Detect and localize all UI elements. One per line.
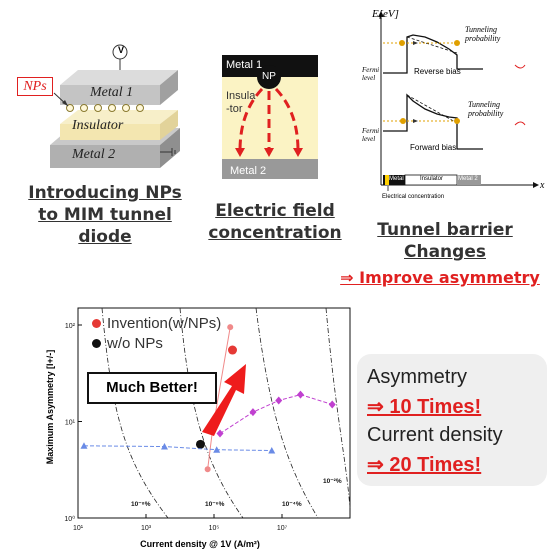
tb-bottom-tunneling: Tunneling probability — [468, 100, 504, 118]
guide-curve — [179, 307, 244, 519]
guide-curve-label: 10⁻⁶% — [205, 501, 225, 508]
mim-diode-illustration — [10, 40, 190, 180]
metal2-label: Metal 2 — [72, 147, 116, 162]
legend-dot — [92, 318, 101, 328]
legend-dot — [92, 338, 101, 348]
chart-legend: Invention(w/NPs) w/o NPs — [92, 313, 221, 353]
y-tick-label: 10⁰ — [64, 515, 75, 523]
diamond-point — [249, 408, 257, 417]
triangle-point — [160, 443, 168, 450]
x-tick-label: 10⁵ — [209, 525, 220, 532]
much-better-callout: Much Better! — [87, 372, 217, 404]
asymmetry-chart: 10⁻⁸% 10⁻⁶% 10⁻⁴% 10⁻²% 10¹ 10³ 10⁵ 10⁷ 10⁰ 10¹ 1… — [40, 300, 355, 555]
tb-top-bias: Reverse bias — [414, 67, 461, 76]
tb-bottom-fermi: Fermi level — [362, 127, 380, 143]
no-nps-point — [195, 439, 205, 449]
meter-label: V — [117, 45, 124, 55]
ef-metal1-label: Metal 1 — [226, 59, 263, 71]
y-tick-label: 10¹ — [65, 419, 76, 426]
panel3-caption: Tunnel barrier Changes — [377, 220, 513, 262]
tb-top-fermi: Fermi level — [362, 66, 380, 82]
nps-best-point — [227, 345, 237, 355]
diamond-point — [296, 390, 304, 399]
legend-item: Invention(w/NPs) — [92, 313, 221, 333]
diamond-point — [216, 429, 224, 438]
tb-y-axis-label: E[eV] — [372, 8, 399, 20]
guide-curve — [101, 307, 169, 519]
diamond-point — [275, 396, 283, 405]
panel1-caption: Introducing NPs to MIM tunnel diode — [28, 183, 182, 247]
current-density-value: ⇒ 20 Times! — [367, 454, 482, 476]
chart-y-label: Maximum Asymmetry [I+/-] — [45, 349, 55, 465]
ef-np-label: NP — [262, 71, 276, 82]
tunnel-barrier-diagram — [355, 5, 550, 205]
y-tick-label: 10² — [65, 323, 76, 330]
current-density-label: Current density — [367, 424, 503, 446]
big-red-arrow — [196, 360, 256, 440]
guide-curve-label: 10⁻²% — [323, 478, 342, 485]
diamond-point — [328, 400, 336, 409]
triangle-point — [213, 446, 221, 453]
asymmetry-value: ⇒ 10 Times! — [367, 396, 482, 418]
asymmetry-chart-svg: 10⁻⁸% 10⁻⁶% 10⁻⁴%10⁻²% 10¹ 10³ 10⁵ 10⁷10⁰10¹1… — [64, 307, 351, 532]
improve-asymmetry: ⇒ Improve asymmetry — [340, 268, 540, 287]
insulator-label: Insulator — [72, 118, 124, 133]
axis-ticks: 10¹ 10³ 10⁵ 10⁷ 10⁰ 10¹ 10² — [64, 323, 287, 532]
plot-frame — [77, 307, 351, 519]
tb-bar-insulator: Insulator — [420, 176, 444, 182]
x-tick-label: 10⁷ — [277, 525, 288, 532]
tb-ec-label: Electrical concentration — [382, 194, 445, 200]
nps-point — [204, 466, 211, 473]
x-tick-label: 10³ — [141, 525, 152, 532]
nps-point — [227, 324, 234, 331]
ef-insulator-label: Insula -tor — [226, 90, 256, 115]
tb-bar-metal1: Metal 1 — [389, 176, 409, 182]
guide-curve — [325, 307, 351, 509]
guide-curve-label: 10⁻⁴% — [282, 501, 302, 508]
tb-bottom-bias: Forward bias — [410, 143, 457, 152]
asymmetry-label: Asymmetry — [367, 366, 467, 388]
electric-field-illustration — [222, 55, 318, 179]
panel2-caption: Electric field concentration — [208, 201, 342, 243]
guide-curves: 10⁻⁸% 10⁻⁶% 10⁻⁴% 10⁻²% — [101, 307, 351, 519]
chart-x-label: Current density @ 1V (A/m²) — [140, 539, 260, 549]
triangle-point — [268, 447, 276, 454]
tb-bar-metal2: Metal 2 — [458, 176, 478, 182]
summary-box: Asymmetry ⇒ 10 Times! Current density ⇒ … — [357, 354, 547, 486]
tb-top-tunneling: Tunneling probability — [465, 25, 501, 43]
legend-label: Invention(w/NPs) — [107, 314, 222, 332]
tb-x-axis-label: x — [540, 180, 545, 191]
legend-item: w/o NPs — [92, 333, 221, 353]
triangle-point — [80, 442, 88, 449]
guide-curve-label: 10⁻⁸% — [131, 501, 151, 508]
legend-label: w/o NPs — [107, 334, 163, 352]
ef-metal2-label: Metal 2 — [230, 165, 267, 177]
metal1-label: Metal 1 — [90, 85, 134, 100]
x-tick-label: 10¹ — [73, 525, 84, 532]
nps-label: NPs — [17, 77, 53, 96]
